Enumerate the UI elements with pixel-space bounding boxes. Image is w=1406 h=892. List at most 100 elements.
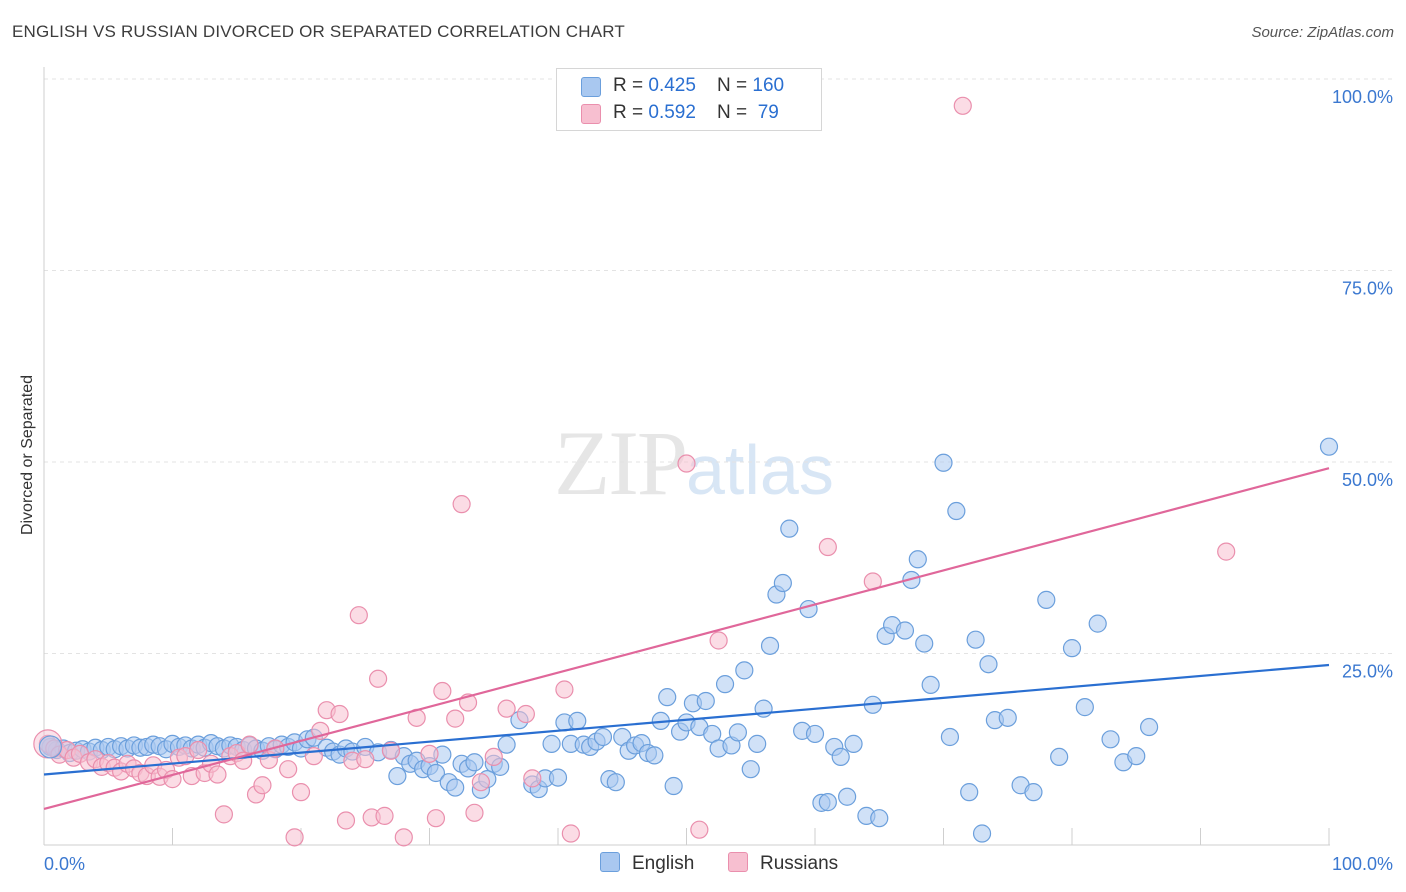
english-point [966, 630, 985, 649]
russian-point [561, 824, 580, 843]
y-tick-label: 100.0% [1332, 87, 1393, 107]
english-point [741, 760, 760, 779]
english-point [915, 634, 934, 653]
english-point [947, 501, 966, 521]
english-point [870, 809, 889, 828]
russian-point [420, 744, 439, 763]
english-point [748, 734, 767, 753]
english-point [805, 724, 825, 744]
russian-point [240, 735, 259, 754]
bottom-label-russians: Russians [760, 853, 839, 874]
english-point [465, 753, 484, 772]
english-point [658, 688, 677, 707]
english-point [735, 661, 754, 680]
english-point [1037, 590, 1056, 609]
english-point [760, 636, 780, 655]
english-point [960, 783, 979, 802]
y-tick-label: 75.0% [1342, 279, 1393, 299]
russian-point [369, 669, 388, 688]
english-trend-line [43, 663, 1330, 776]
legend-r-label: R = [613, 75, 649, 96]
russian-point [208, 765, 227, 784]
russian-point [291, 783, 311, 802]
english-point [446, 778, 465, 797]
english-point [1062, 639, 1082, 658]
english-point [934, 453, 953, 472]
russian-point [394, 828, 413, 847]
english-point [1050, 747, 1069, 767]
bottom-swatch-english [600, 852, 620, 872]
x-tick-label: 0.0% [44, 854, 85, 874]
english-point [497, 735, 516, 754]
english-point [1319, 437, 1339, 456]
english-point [921, 675, 940, 695]
russian-point [253, 776, 272, 795]
english-point [1075, 698, 1094, 717]
english-point [895, 621, 915, 640]
english-point [1024, 783, 1043, 802]
english-point [831, 747, 850, 767]
russian-point [709, 631, 728, 650]
english-point [728, 723, 748, 742]
english-point [972, 824, 992, 843]
russian-point [426, 809, 446, 828]
english-point [818, 793, 837, 812]
english-point [426, 763, 446, 783]
english-point [548, 768, 568, 787]
english-point [998, 708, 1017, 727]
russian-point [452, 495, 471, 514]
x-tick-label: 100.0% [1332, 854, 1393, 874]
russian-point [349, 606, 368, 625]
russian-point [433, 681, 452, 701]
russian-point [381, 741, 401, 760]
russian-point [523, 769, 542, 788]
legend-text-english: R = 0.425 N = 160 [613, 75, 784, 97]
correlation-legend: R = 0.425 N = 160 R = 0.592 N = 79 [556, 68, 822, 131]
english-point [844, 734, 863, 753]
legend-swatch-english [581, 77, 601, 97]
english-point [773, 573, 792, 593]
english-point [1101, 730, 1120, 749]
russian-point [516, 704, 535, 724]
russian-point [446, 709, 465, 728]
russian-point [497, 699, 516, 718]
russian-point [465, 803, 484, 822]
bottom-swatch-russians [728, 852, 748, 872]
english-point [940, 727, 960, 747]
russian-point [356, 750, 375, 769]
russian-point [471, 773, 490, 792]
english-point [388, 766, 407, 786]
russian-point [1217, 542, 1236, 561]
y-tick-label: 50.0% [1342, 470, 1393, 490]
russian-point [690, 820, 709, 839]
russian-point [953, 96, 972, 115]
english-point [542, 734, 561, 753]
english-point [645, 746, 664, 765]
legend-text-russians: R = 0.592 N = 79 [613, 102, 779, 124]
english-point [908, 550, 927, 569]
legend-row-russians: R = 0.592 N = 79 [581, 102, 779, 126]
english-point [838, 787, 857, 806]
bottom-label-english: English [632, 853, 695, 874]
legend-r-value: 0.425 [648, 75, 696, 96]
english-point [979, 655, 998, 674]
legend-n-value: 79 [752, 102, 779, 123]
english-point [568, 711, 587, 731]
legend-swatch-russians [581, 104, 601, 124]
english-point [1127, 747, 1146, 766]
russian-point [555, 680, 574, 699]
english-point [696, 691, 715, 711]
legend-r-value: 0.592 [648, 102, 696, 123]
russian-trend-line [43, 467, 1330, 811]
english-point [715, 675, 735, 694]
russian-point [279, 760, 298, 779]
russian-point [285, 828, 304, 847]
russian-point [189, 740, 208, 760]
english-point [593, 727, 613, 747]
bottom-legend-russians: Russians [728, 852, 838, 875]
russian-point [818, 537, 837, 557]
watermark-zip: ZIP [554, 412, 688, 514]
english-point [780, 519, 799, 538]
russian-point [484, 747, 503, 767]
